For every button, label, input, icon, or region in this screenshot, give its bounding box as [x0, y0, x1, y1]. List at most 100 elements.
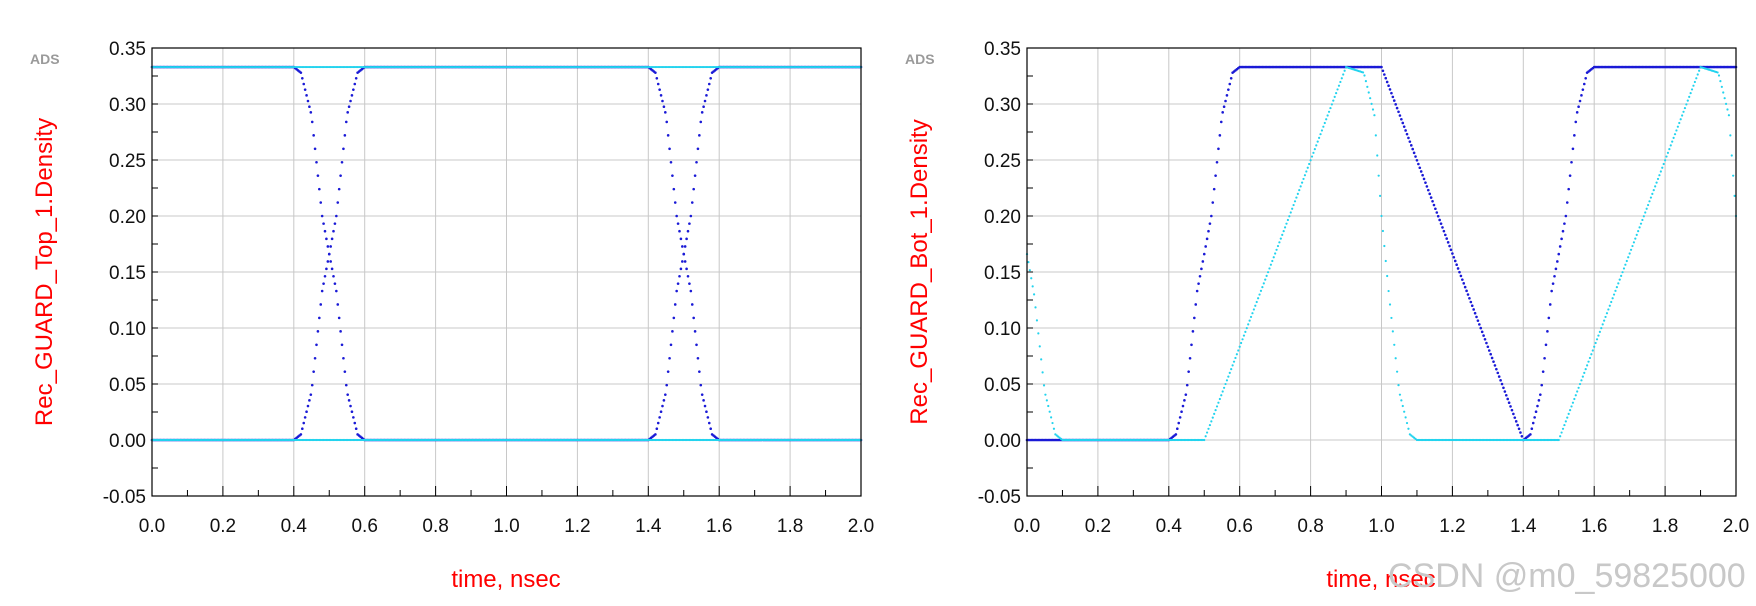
ads-logo-right: ADS	[905, 51, 935, 67]
data-point	[1560, 431, 1563, 434]
data-point	[1291, 207, 1294, 210]
data-point	[1550, 289, 1553, 293]
data-point	[1279, 237, 1282, 240]
data-point	[1174, 433, 1178, 436]
data-point	[1228, 82, 1232, 86]
data-point	[1632, 241, 1635, 244]
data-point	[312, 370, 315, 373]
data-point	[350, 410, 354, 414]
data-point	[1282, 230, 1285, 233]
data-point	[673, 201, 677, 204]
data-point	[1412, 151, 1416, 155]
data-point	[1293, 200, 1297, 203]
data-point	[353, 421, 357, 425]
data-point	[1276, 244, 1280, 248]
data-point	[1211, 201, 1215, 204]
data-point	[1726, 108, 1729, 111]
data-point	[1641, 218, 1644, 222]
y-tick-label: 0.20	[984, 207, 1021, 228]
data-point	[1588, 356, 1592, 360]
data-point	[1047, 404, 1050, 408]
x-tick-label: 0.8	[1297, 516, 1323, 537]
data-point	[1419, 170, 1423, 173]
data-point	[686, 274, 690, 278]
data-point	[1634, 237, 1637, 240]
data-point	[322, 282, 325, 285]
data-point	[302, 421, 306, 425]
data-point	[683, 245, 687, 248]
data-point	[1458, 270, 1461, 274]
data-point	[326, 260, 330, 263]
data-point	[1635, 233, 1638, 236]
data-point	[1473, 311, 1477, 315]
data-point	[1384, 76, 1388, 80]
data-point	[1185, 383, 1189, 387]
data-point	[1335, 92, 1338, 95]
data-point	[1486, 345, 1490, 349]
data-point	[1514, 420, 1518, 423]
data-point	[1224, 382, 1227, 386]
data-point	[1245, 327, 1248, 330]
data-point	[1717, 74, 1721, 77]
data-point	[299, 71, 303, 74]
data-point	[1570, 160, 1573, 164]
x-tick-label: 1.4	[1510, 516, 1537, 537]
data-point	[1546, 330, 1549, 333]
data-point	[1288, 215, 1291, 218]
data-point	[1435, 211, 1439, 214]
x-axis-title-left: time, nsec	[451, 566, 560, 593]
data-point	[313, 147, 317, 151]
data-point	[1654, 185, 1657, 188]
data-point	[685, 267, 688, 271]
data-point	[1235, 353, 1238, 356]
data-point	[676, 282, 680, 285]
data-point	[681, 245, 684, 248]
data-point	[1326, 114, 1329, 117]
data-point	[1392, 99, 1396, 102]
data-point	[1387, 84, 1390, 87]
y-tick-label: -0.05	[103, 487, 146, 508]
data-point	[1401, 121, 1405, 125]
data-point	[692, 316, 695, 320]
data-point	[1259, 289, 1263, 292]
data-point	[1234, 356, 1237, 360]
data-point	[1408, 140, 1412, 143]
data-point	[1441, 226, 1444, 229]
data-point	[1536, 404, 1539, 408]
data-point	[1652, 189, 1655, 192]
data-point	[682, 252, 686, 256]
data-point	[1436, 214, 1440, 218]
data-point	[1268, 267, 1271, 270]
data-point	[706, 88, 710, 91]
data-point	[1397, 110, 1400, 114]
x-tick-labels-right: 0.0 0.2 0.4 0.6 0.8 1.0 1.2 1.4 1.6 1.8 2.0	[1014, 516, 1749, 537]
data-point	[1584, 77, 1587, 80]
data-point	[1586, 364, 1589, 367]
data-point	[1686, 99, 1689, 102]
data-point	[1580, 94, 1583, 97]
data-point	[1678, 121, 1681, 125]
data-point	[707, 82, 711, 86]
data-point	[1646, 203, 1650, 207]
grid-right	[1027, 48, 1736, 496]
data-point	[1605, 312, 1609, 315]
data-point	[1261, 285, 1264, 289]
data-point	[1208, 423, 1212, 427]
data-point	[1422, 177, 1426, 181]
data-point	[1472, 308, 1475, 311]
plot-frame-right	[1026, 47, 1737, 497]
data-point	[1581, 375, 1584, 378]
data-point	[1381, 229, 1385, 233]
data-point	[1557, 438, 1560, 442]
data-point	[1439, 222, 1443, 225]
data-point	[1729, 134, 1732, 137]
data-point	[1400, 117, 1403, 121]
data-point	[1534, 410, 1538, 414]
data-point	[333, 282, 337, 285]
data-point	[702, 105, 705, 108]
data-point	[688, 282, 691, 285]
data-point	[1364, 80, 1367, 83]
data-point	[1582, 82, 1586, 86]
data-point	[1295, 196, 1298, 199]
data-point	[1051, 421, 1054, 425]
